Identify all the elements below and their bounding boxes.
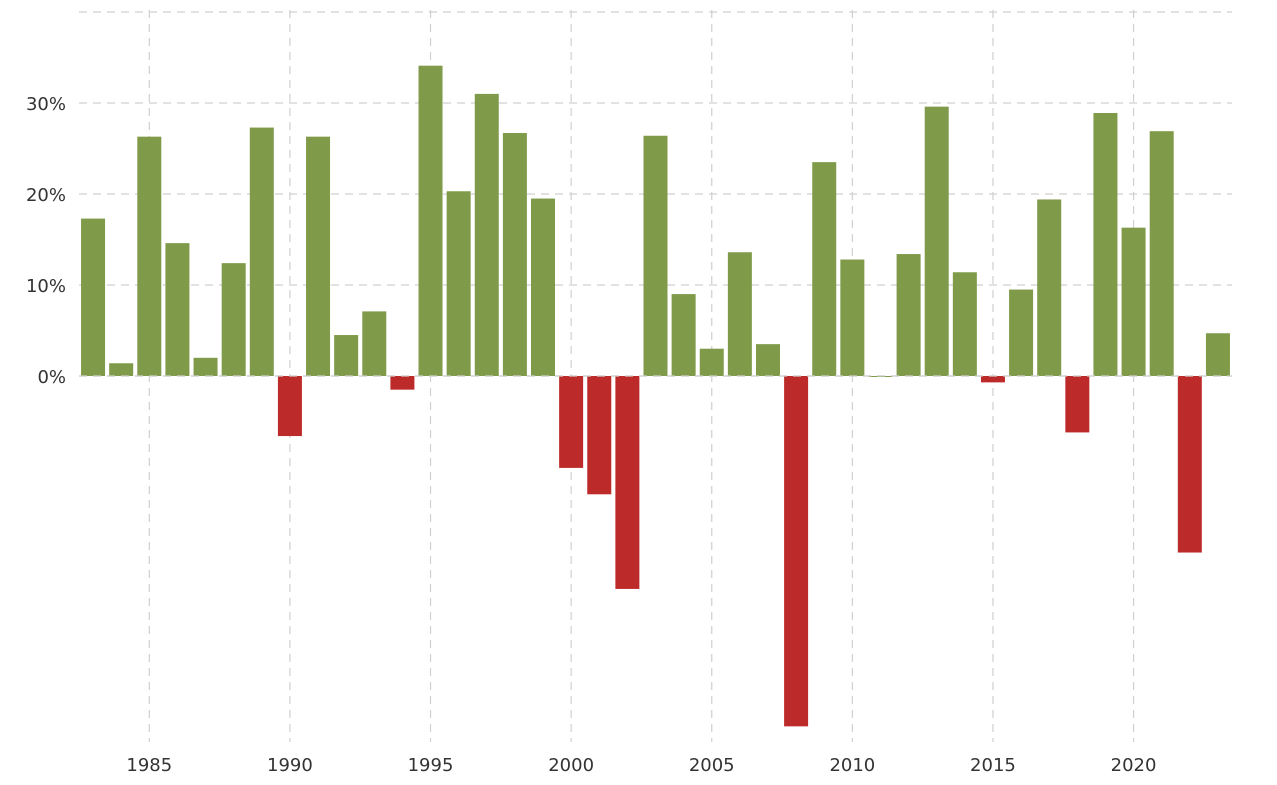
bars [81, 65, 1230, 727]
bar-2001 [587, 376, 612, 495]
bar-2020 [1121, 227, 1146, 376]
bar-2017 [1037, 199, 1062, 376]
bar-2014 [952, 272, 977, 376]
bar-2008 [784, 376, 809, 727]
x-tick-label: 1985 [126, 755, 172, 776]
bar-1991 [306, 136, 331, 376]
bar-2003 [643, 135, 668, 376]
bar-2007 [755, 344, 780, 376]
y-axis-labels: 0% 10% 20% 30% [26, 94, 66, 388]
bar-1994 [390, 376, 415, 390]
bar-1995 [418, 65, 443, 376]
bar-2005 [699, 348, 724, 376]
bar-1988 [221, 263, 246, 376]
bar-1987 [193, 357, 218, 376]
bar-1992 [334, 335, 359, 376]
bar-2006 [727, 252, 752, 376]
bar-2010 [840, 259, 865, 376]
x-tick-label: 1990 [267, 755, 313, 776]
bar-2016 [1009, 289, 1034, 376]
x-tick-label: 2000 [548, 755, 594, 776]
bar-2004 [671, 294, 696, 376]
bar-1985 [137, 136, 162, 376]
bar-2000 [559, 376, 584, 468]
x-axis-labels: 1985 1990 1995 2000 2005 2010 2015 2020 [126, 755, 1156, 776]
bar-1989 [249, 127, 274, 376]
bar-2019 [1093, 113, 1118, 376]
bar-1997 [474, 93, 499, 377]
x-tick-label: 2005 [689, 755, 735, 776]
y-tick-label: 30% [26, 94, 66, 115]
bar-1984 [109, 363, 134, 376]
x-tick-label: 1995 [408, 755, 454, 776]
bar-1998 [502, 133, 527, 376]
bar-1983 [81, 218, 106, 376]
bar-1990 [277, 376, 302, 437]
y-tick-label: 10% [26, 276, 66, 297]
bar-1999 [531, 198, 556, 376]
x-tick-label: 2020 [1111, 755, 1157, 776]
y-tick-label: 20% [26, 185, 66, 206]
bar-2012 [896, 254, 921, 376]
bar-2022 [1177, 376, 1202, 553]
bar-2015 [980, 376, 1005, 383]
x-tick-label: 2015 [970, 755, 1016, 776]
bar-2002 [615, 376, 640, 589]
bar-2018 [1065, 376, 1090, 433]
bar-2009 [812, 162, 837, 376]
bar-2021 [1149, 131, 1174, 376]
bar-1993 [362, 311, 387, 376]
bar-1986 [165, 243, 190, 376]
x-tick-label: 2010 [829, 755, 875, 776]
bar-2013 [924, 106, 949, 376]
bar-1996 [446, 191, 471, 376]
y-tick-label: 0% [37, 367, 66, 388]
bar-2023 [1205, 333, 1230, 376]
